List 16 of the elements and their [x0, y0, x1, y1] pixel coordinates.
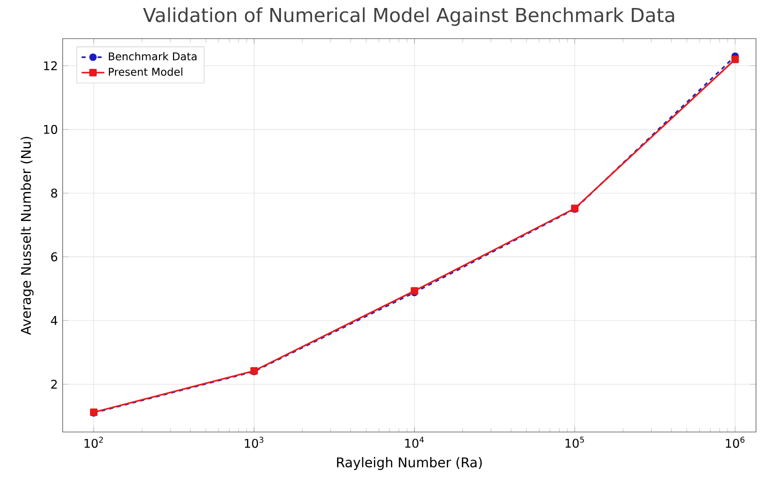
chart-title: Validation of Numerical Model Against Benchmark Data — [143, 8, 674, 26]
x-tick-label: 10$^{4}$ — [405, 436, 424, 448]
x-tick-label: 10$^{3}$ — [244, 436, 264, 448]
legend-label: Benchmark Data — [108, 52, 196, 61]
y-tick-label: 12 — [44, 61, 57, 70]
x-axis-title: Rayleigh Number (Ra) — [337, 457, 482, 470]
y-tick-label: 6 — [51, 252, 58, 262]
x-tick-label: 10$^{5}$ — [566, 436, 584, 448]
x-tick-label: 10$^{2}$ — [84, 436, 103, 448]
y-tick-label: 10 — [44, 125, 58, 134]
x-tick-label: 10$^{6}$ — [726, 436, 744, 448]
y-axis-title: Average Nusselt Number (Nu) — [20, 137, 34, 336]
legend-label: Present Model — [108, 68, 182, 76]
y-tick-label: 8 — [51, 188, 58, 198]
y-tick-label: 2 — [51, 380, 57, 389]
y-tick-label: 4 — [50, 316, 58, 326]
